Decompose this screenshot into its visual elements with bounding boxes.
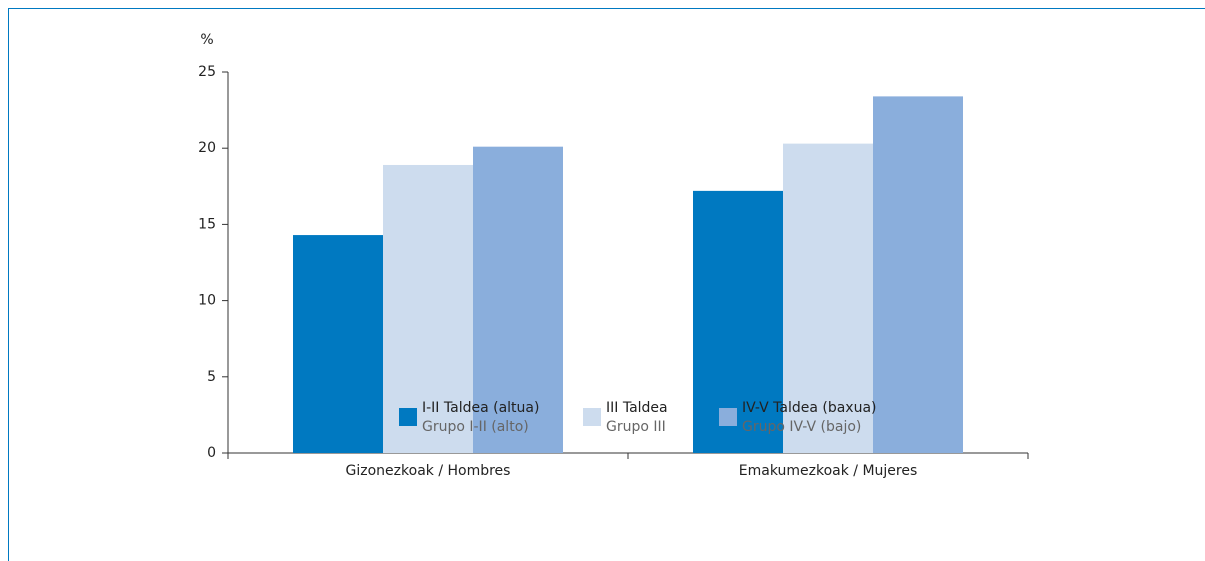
x-tick-label: Gizonezkoak / Hombres bbox=[346, 463, 511, 479]
y-tick-label: 5 bbox=[207, 369, 216, 385]
bar bbox=[693, 190, 783, 453]
y-tick-label: 0 bbox=[207, 445, 216, 461]
bar bbox=[383, 164, 473, 454]
legend-label: Grupo I-II (alto) bbox=[422, 419, 529, 435]
legend-swatch bbox=[583, 408, 601, 426]
y-tick-label: 10 bbox=[198, 293, 216, 309]
legend-label: Grupo III bbox=[606, 419, 666, 435]
y-axis-label: % bbox=[200, 32, 213, 48]
legend-label: I-II Taldea (altua) bbox=[422, 400, 539, 416]
legend-label: Grupo IV-V (bajo) bbox=[742, 419, 861, 435]
y-tick-label: 25 bbox=[198, 64, 216, 80]
bar bbox=[783, 143, 873, 454]
y-tick-label: 15 bbox=[198, 216, 216, 232]
bar bbox=[473, 146, 563, 453]
bar bbox=[873, 96, 963, 453]
y-tick-label: 20 bbox=[198, 140, 216, 156]
legend-swatch bbox=[719, 408, 737, 426]
legend-label: III Taldea bbox=[606, 400, 668, 416]
legend-label: IV-V Taldea (baxua) bbox=[742, 400, 877, 416]
bar bbox=[293, 235, 383, 453]
frame bbox=[8, 8, 1205, 561]
legend-swatch bbox=[399, 408, 417, 426]
x-tick-label: Emakumezkoak / Mujeres bbox=[739, 463, 918, 479]
